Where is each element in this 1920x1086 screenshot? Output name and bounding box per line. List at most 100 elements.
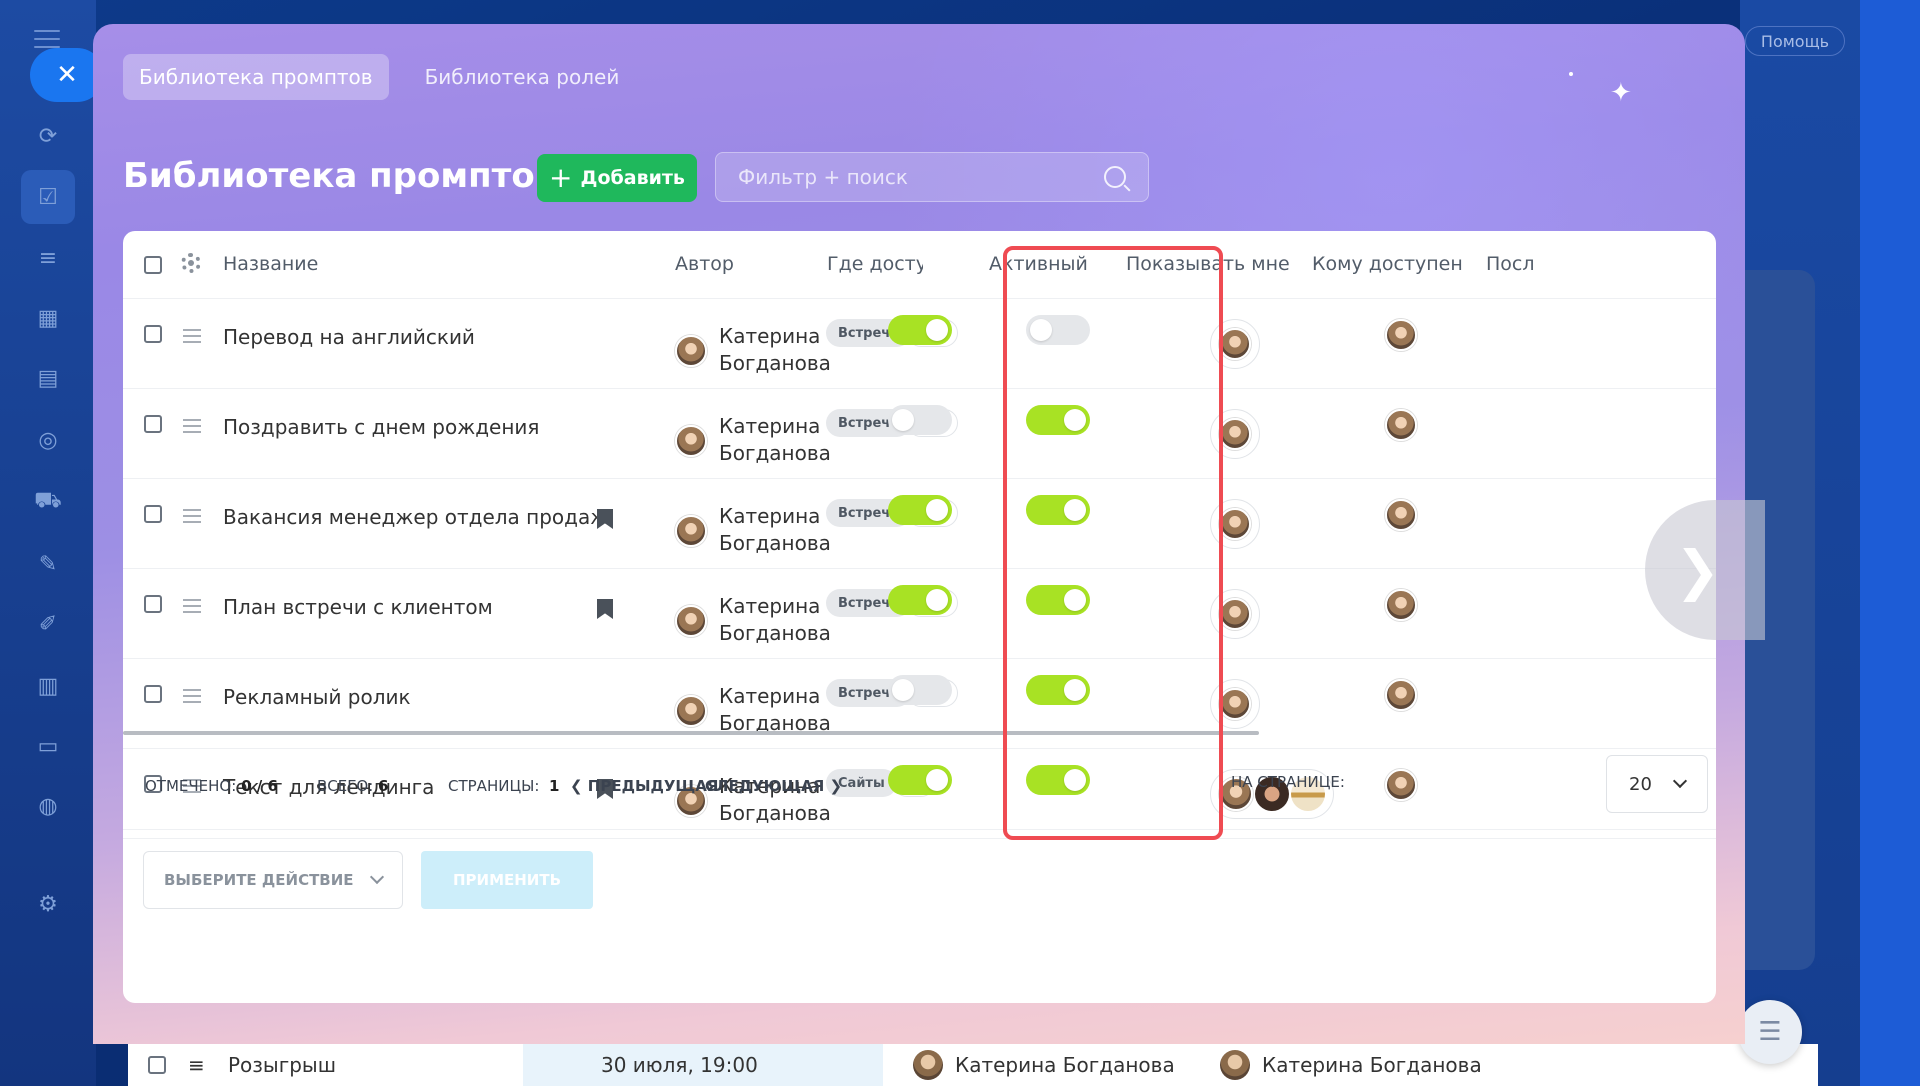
active-toggle[interactable] [888, 405, 952, 435]
col-name[interactable]: Название [223, 253, 319, 275]
row-checkbox[interactable] [144, 595, 162, 613]
table-row[interactable]: Перевод на английский Катерина Богданова Вс… [123, 299, 1716, 389]
tab-prompt-library[interactable]: Библиотека промптов [123, 54, 389, 100]
available-to-cell[interactable] [1210, 499, 1260, 549]
document-icon[interactable]: ✎ [38, 551, 58, 577]
drag-handle-icon[interactable] [183, 779, 201, 797]
active-toggle[interactable] [888, 675, 952, 705]
author-first-name: Катерина [719, 684, 821, 708]
help-button[interactable]: Помощь [1745, 26, 1845, 56]
drag-handle-icon[interactable] [183, 329, 201, 347]
drag-handle-icon[interactable] [183, 419, 201, 437]
calendar-icon[interactable]: ▦ [37, 305, 59, 331]
col-where[interactable]: Где доступен [827, 253, 923, 275]
author-last-name: Богданова [719, 531, 831, 555]
avatar [675, 335, 707, 367]
row-checkbox[interactable] [144, 685, 162, 703]
robot-icon[interactable]: ◍ [38, 793, 58, 819]
prev-page-button[interactable]: ❮ Предыдущая [570, 777, 719, 795]
table-row[interactable]: Рекламный роликКатеринаБогдановаВстречи+… [123, 659, 1716, 749]
author-last-name: Богданова [719, 801, 831, 825]
prompt-name[interactable]: План встречи с клиентом [223, 595, 493, 619]
row-checkbox[interactable] [144, 325, 162, 343]
target-icon[interactable]: ◎ [38, 427, 58, 453]
card-icon[interactable]: ▭ [37, 733, 59, 759]
active-toggle[interactable] [888, 495, 952, 525]
drag-handle-icon[interactable] [183, 509, 201, 527]
show-me-toggle[interactable] [1026, 585, 1090, 615]
show-me-toggle[interactable] [1026, 495, 1090, 525]
avatar [1219, 508, 1251, 540]
add-button[interactable]: + Добавить [537, 154, 697, 202]
available-to-cell[interactable] [1210, 679, 1260, 729]
bookmark-icon[interactable] [597, 599, 613, 619]
show-me-toggle[interactable] [1026, 405, 1090, 435]
menu-burger-icon[interactable] [34, 30, 60, 48]
prompt-name[interactable]: Вакансия менеджер отдела продаж [223, 505, 609, 529]
col-show-me[interactable]: Показывать мне [1126, 253, 1290, 275]
avatar [1219, 418, 1251, 450]
table-row[interactable]: Поздравить с днем рождения Катерина Богдан… [123, 389, 1716, 479]
active-toggle[interactable] [888, 315, 952, 345]
row-checkbox[interactable] [144, 505, 162, 523]
avatar [675, 695, 707, 727]
bookmark-icon[interactable] [597, 509, 613, 529]
drag-handle-icon[interactable] [183, 599, 201, 617]
per-page-select[interactable]: 20 [1606, 755, 1708, 813]
cart-icon[interactable]: ⛟ [34, 488, 62, 513]
author-cell: Катерина Богданова [675, 413, 831, 467]
total-count: Всего: 6 [317, 777, 389, 795]
apply-button[interactable]: Применить [421, 851, 593, 909]
tab-role-library[interactable]: Библиотека ролей [424, 65, 620, 89]
search-icon[interactable] [1104, 166, 1126, 188]
prompt-name[interactable]: Перевод на английский [223, 325, 475, 349]
available-to-cell[interactable] [1210, 319, 1260, 369]
active-toggle[interactable] [888, 585, 952, 615]
action-select[interactable]: Выберите действие [143, 851, 403, 909]
search-input[interactable]: Фильтр + поиск [715, 152, 1149, 202]
table-settings-icon[interactable] [181, 253, 201, 273]
horizontal-scrollbar[interactable] [123, 731, 1259, 735]
author-first-name: Катерина [719, 774, 821, 798]
prompt-name[interactable]: Рекламный ролик [223, 685, 411, 709]
close-modal-button[interactable]: ✕ [30, 48, 104, 102]
avatar [675, 515, 707, 547]
row-checkbox[interactable] [144, 415, 162, 433]
scroll-right-arrow-icon[interactable]: ❯ [1645, 500, 1765, 640]
col-available-to[interactable]: Кому доступен [1312, 253, 1463, 275]
filter-icon[interactable]: ≡ [38, 245, 58, 271]
available-to-cell[interactable] [1210, 589, 1260, 639]
select-all-checkbox[interactable] [144, 256, 162, 274]
chart-icon[interactable]: ▥ [37, 673, 59, 699]
row-checkbox[interactable] [144, 775, 162, 793]
drag-handle-icon[interactable] [183, 689, 201, 707]
show-me-toggle[interactable] [1026, 675, 1090, 705]
col-last[interactable]: Посл [1486, 253, 1535, 275]
avatar [1220, 1050, 1250, 1080]
chat-button[interactable]: ☰ [1738, 1000, 1802, 1064]
storage-icon[interactable]: ▤ [37, 365, 59, 391]
table-row[interactable]: Вакансия менеджер отдела продаж Катерина Б… [123, 479, 1716, 569]
row-checkbox-bg[interactable] [148, 1044, 166, 1086]
settings-icon[interactable]: ⚙ [38, 891, 58, 917]
avatar [1385, 499, 1417, 531]
prompt-name[interactable]: Текст для лендинга [223, 775, 435, 799]
available-to-cell[interactable] [1210, 409, 1260, 459]
show-me-toggle[interactable] [1026, 315, 1090, 345]
pages-count: Страницы: 1 [448, 777, 560, 795]
avatar [1385, 319, 1417, 351]
show-me-toggle[interactable] [1026, 765, 1090, 795]
drag-handle-icon[interactable]: ≡ [188, 1053, 205, 1077]
active-toggle[interactable] [888, 765, 952, 795]
action-placeholder: Выберите действие [164, 871, 354, 889]
col-active[interactable]: Активный [989, 253, 1088, 275]
next-page-button[interactable]: Следующая ❯ [705, 777, 843, 795]
author-cell: Катерина Богданова [675, 503, 831, 557]
tasks-icon[interactable]: ☑ [21, 170, 75, 224]
pen-icon[interactable]: ✐ [38, 611, 58, 637]
prompt-name[interactable]: Поздравить с днем рождения [223, 415, 540, 439]
sync-icon[interactable]: ⟳ [38, 123, 58, 149]
col-author[interactable]: Автор [675, 253, 734, 275]
bookmark-icon[interactable] [597, 779, 613, 799]
table-row[interactable]: План встречи с клиентом Катерина Богданова… [123, 569, 1716, 659]
